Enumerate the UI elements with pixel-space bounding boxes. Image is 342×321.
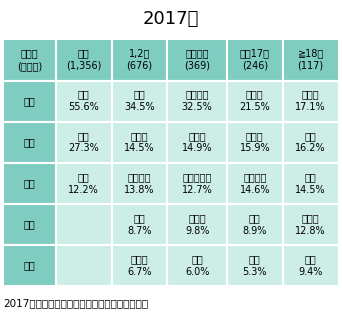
FancyBboxPatch shape: [227, 122, 283, 163]
FancyBboxPatch shape: [111, 122, 167, 163]
FancyBboxPatch shape: [3, 122, 56, 163]
FancyBboxPatch shape: [227, 163, 283, 204]
Text: 小麦
12.2%: 小麦 12.2%: [68, 172, 99, 195]
FancyBboxPatch shape: [56, 39, 111, 81]
Text: 小麦
16.2%: 小麦 16.2%: [295, 131, 326, 153]
Text: ≧18歳
(117): ≧18歳 (117): [298, 48, 324, 71]
Text: 果物類
12.8%: 果物類 12.8%: [295, 213, 326, 236]
Text: 鶏卵
55.6%: 鶏卵 55.6%: [68, 90, 99, 112]
Text: 魚類
14.5%: 魚類 14.5%: [295, 172, 326, 195]
FancyBboxPatch shape: [283, 122, 339, 163]
FancyBboxPatch shape: [3, 163, 56, 204]
FancyBboxPatch shape: [283, 81, 339, 122]
FancyBboxPatch shape: [283, 163, 339, 204]
Text: 魚卵類
14.9%: 魚卵類 14.9%: [182, 131, 212, 153]
Text: 木の実類
13.8%: 木の実類 13.8%: [124, 172, 155, 195]
Text: ０歳
(1,356): ０歳 (1,356): [66, 48, 101, 71]
FancyBboxPatch shape: [167, 245, 227, 286]
FancyBboxPatch shape: [167, 39, 227, 81]
FancyBboxPatch shape: [227, 245, 283, 286]
Text: 2017年: 2017年: [143, 10, 199, 28]
FancyBboxPatch shape: [111, 163, 167, 204]
Text: 甲殻類
17.1%: 甲殻類 17.1%: [295, 90, 326, 112]
Text: １位: １位: [24, 96, 36, 106]
Text: 果物類
6.7%: 果物類 6.7%: [127, 254, 152, 277]
Text: 果物類
21.5%: 果物類 21.5%: [239, 90, 270, 112]
Text: 甲殻類
15.9%: 甲殻類 15.9%: [239, 131, 270, 153]
FancyBboxPatch shape: [111, 39, 167, 81]
Text: 魚卵類
14.5%: 魚卵類 14.5%: [124, 131, 155, 153]
FancyBboxPatch shape: [3, 204, 56, 245]
FancyBboxPatch shape: [56, 163, 111, 204]
FancyBboxPatch shape: [3, 81, 56, 122]
FancyBboxPatch shape: [283, 204, 339, 245]
Text: 2017年即時型食物アレルギー全国疫学調査から: 2017年即時型食物アレルギー全国疫学調査から: [3, 298, 148, 308]
Text: 木の実類
32.5%: 木の実類 32.5%: [182, 90, 212, 112]
FancyBboxPatch shape: [56, 204, 111, 245]
FancyBboxPatch shape: [3, 245, 56, 286]
Text: ２位: ２位: [24, 137, 36, 147]
FancyBboxPatch shape: [167, 204, 227, 245]
FancyBboxPatch shape: [111, 245, 167, 286]
Text: 鶏卵
34.5%: 鶏卵 34.5%: [124, 90, 155, 112]
Text: 大豆
9.4%: 大豆 9.4%: [299, 254, 323, 277]
Text: ５位: ５位: [24, 260, 36, 270]
Text: 牛乳
8.7%: 牛乳 8.7%: [127, 213, 152, 236]
Text: 1,2歳
(676): 1,2歳 (676): [127, 48, 153, 71]
Text: ピーナッツ
12.7%: ピーナッツ 12.7%: [182, 172, 212, 195]
FancyBboxPatch shape: [56, 122, 111, 163]
Text: 果物類
9.8%: 果物類 9.8%: [185, 213, 209, 236]
FancyBboxPatch shape: [227, 39, 283, 81]
FancyBboxPatch shape: [227, 204, 283, 245]
FancyBboxPatch shape: [56, 245, 111, 286]
FancyBboxPatch shape: [283, 245, 339, 286]
Text: 小麦
8.9%: 小麦 8.9%: [242, 213, 267, 236]
FancyBboxPatch shape: [3, 39, 56, 81]
FancyBboxPatch shape: [111, 81, 167, 122]
FancyBboxPatch shape: [167, 163, 227, 204]
FancyBboxPatch shape: [167, 81, 227, 122]
FancyBboxPatch shape: [227, 81, 283, 122]
Text: ７〜17歳
(246): ７〜17歳 (246): [240, 48, 270, 71]
Text: 鶏卵
6.0%: 鶏卵 6.0%: [185, 254, 209, 277]
Text: 木の実類
14.6%: 木の実類 14.6%: [239, 172, 270, 195]
Text: ４位: ４位: [24, 219, 36, 229]
FancyBboxPatch shape: [111, 204, 167, 245]
Text: 年齢群
(症例数): 年齢群 (症例数): [17, 48, 42, 71]
FancyBboxPatch shape: [283, 39, 339, 81]
FancyBboxPatch shape: [167, 122, 227, 163]
Text: 鶏卵
5.3%: 鶏卵 5.3%: [242, 254, 267, 277]
Text: ３位: ３位: [24, 178, 36, 188]
Text: 牛乳
27.3%: 牛乳 27.3%: [68, 131, 99, 153]
Text: ３〜６歳
(369): ３〜６歳 (369): [184, 48, 210, 71]
FancyBboxPatch shape: [56, 81, 111, 122]
